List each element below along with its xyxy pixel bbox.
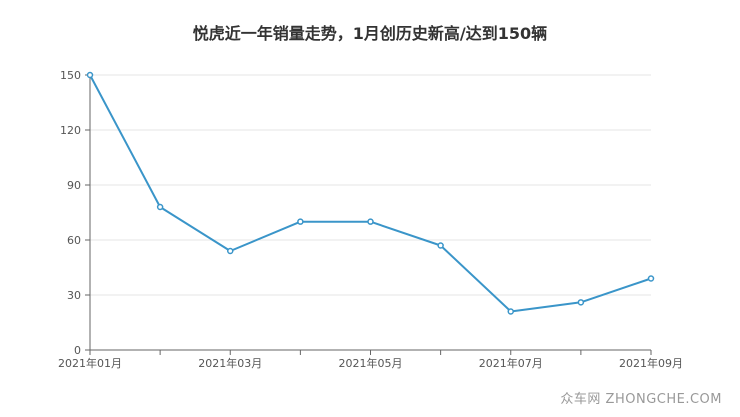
y-tick-label: 120 (60, 124, 81, 137)
data-point[interactable] (297, 218, 304, 225)
y-tick-label: 30 (67, 289, 81, 302)
y-tick-label: 0 (74, 344, 81, 357)
axes (85, 74, 652, 355)
grid-lines (90, 74, 651, 296)
x-tick-labels: 2021年01月 2021年03月 2021年05月 2021年07月 2021年09月 (58, 356, 683, 370)
data-point[interactable] (647, 275, 655, 282)
y-tick-label: 60 (67, 234, 81, 247)
y-tick-label: 90 (67, 179, 81, 192)
data-point[interactable] (507, 308, 514, 315)
data-point[interactable] (437, 242, 444, 249)
y-tick-labels: 0 30 60 90 120 150 (60, 69, 81, 357)
x-tick-label: 2021年09月 (619, 356, 683, 370)
data-point[interactable] (227, 247, 234, 255)
x-tick-label: 2021年01月 (58, 356, 122, 370)
x-tick-label: 2021年05月 (339, 356, 403, 370)
x-tick-label: 2021年07月 (479, 356, 543, 370)
chart-title: 悦虎近一年销量走势，1月创历史新高/达到150辆 (192, 24, 548, 43)
watermark-text: 众车网 ZHONGCHE.COM (560, 392, 722, 407)
x-tick-label: 2021年03月 (198, 356, 262, 370)
data-point[interactable] (577, 299, 585, 306)
data-point[interactable] (156, 203, 164, 211)
data-point[interactable] (86, 71, 94, 79)
series (86, 71, 655, 315)
series-line (89, 74, 652, 313)
data-point[interactable] (367, 218, 374, 225)
y-tick-label: 150 (60, 69, 81, 82)
